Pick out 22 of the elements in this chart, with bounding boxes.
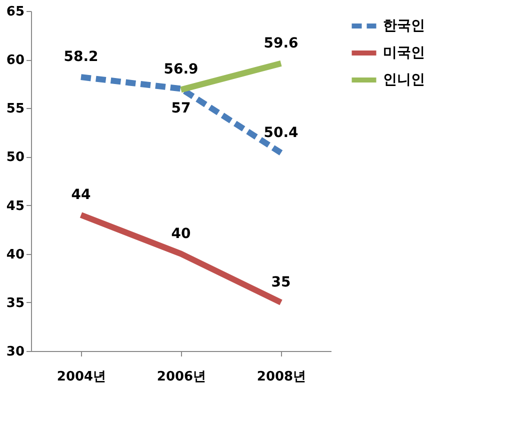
data-label: 40 xyxy=(171,226,191,242)
data-label: 59.6 xyxy=(264,35,298,52)
y-tick-label: 45 xyxy=(6,198,24,214)
y-tick-label: 60 xyxy=(6,53,24,68)
data-label: 44 xyxy=(71,187,91,203)
y-tick-label: 40 xyxy=(6,247,24,262)
data-label: 35 xyxy=(271,274,291,290)
data-label: 56.9 xyxy=(164,62,198,78)
y-tick-label: 55 xyxy=(6,102,24,117)
legend-label: 한국인 xyxy=(383,18,425,34)
data-label: 57 xyxy=(171,100,191,117)
y-tick-label: 30 xyxy=(6,344,24,360)
legend-label: 인니인 xyxy=(383,72,425,88)
data-label: 50.4 xyxy=(264,124,299,141)
y-tick-label: 50 xyxy=(6,150,24,166)
y-tick-label: 35 xyxy=(6,296,24,311)
x-tick-label: 2008년 xyxy=(256,370,306,384)
y-tick-label: 65 xyxy=(6,4,24,20)
x-tick-label: 2004년 xyxy=(56,370,106,384)
data-label: 58.2 xyxy=(64,49,98,66)
x-tick-label: 2006년 xyxy=(156,370,206,384)
legend-label: 미국인 xyxy=(383,45,425,61)
